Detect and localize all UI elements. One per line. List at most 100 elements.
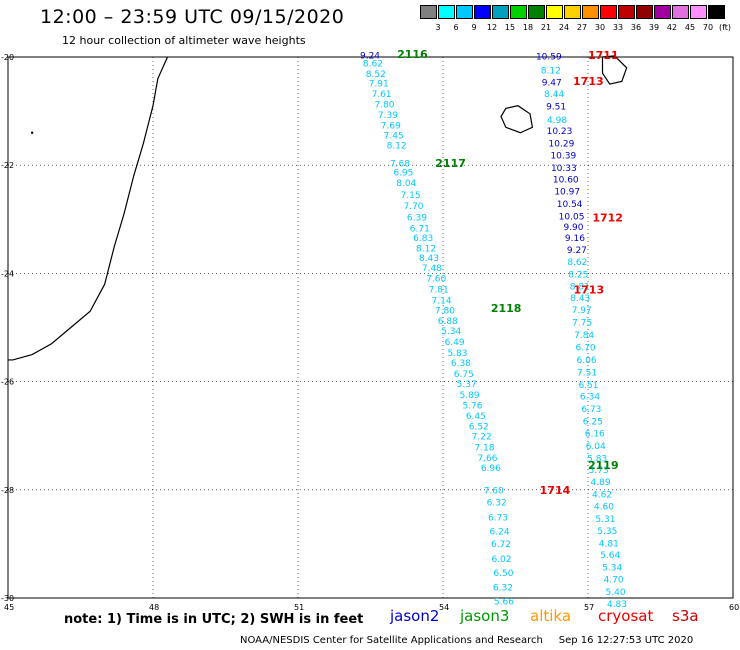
legend-label: 30 — [594, 23, 606, 32]
legend-swatch — [528, 5, 545, 19]
legend-swatch — [600, 5, 617, 19]
swh-value-cryosat: 9.47 — [542, 78, 562, 88]
swh-value-jason3: 7.66 — [477, 454, 497, 464]
swh-value-jason3: 5.83 — [447, 349, 467, 359]
swh-value-cryosat: 4.62 — [592, 491, 612, 501]
swh-value-cryosat: 9.16 — [565, 234, 585, 244]
legend-unit: (ft) — [718, 23, 732, 32]
swh-value-jason3: 7.60 — [484, 486, 504, 496]
swh-value-cryosat: 10.05 — [559, 213, 585, 223]
swh-value-cryosat: 6.16 — [585, 429, 605, 439]
swh-value-jason3: 7.48 — [422, 264, 442, 274]
swh-value-jason3: 6.52 — [469, 422, 489, 432]
swh-value-jason3: 7.91 — [369, 79, 389, 89]
swh-value-cryosat: 7.97 — [572, 306, 592, 316]
swh-value-jason3: 6.83 — [413, 234, 433, 244]
islet-dot — [30, 131, 34, 134]
swh-value-cryosat: 10.97 — [554, 188, 580, 198]
swh-value-cryosat: 4.81 — [599, 539, 619, 549]
swh-value-jason3: 6.72 — [491, 540, 511, 550]
swh-value-cryosat: 8.43 — [570, 294, 590, 304]
swh-value-jason3: 7.45 — [384, 131, 404, 141]
legend-swatch — [546, 5, 563, 19]
lon-tick-label: 57 — [584, 603, 594, 612]
swh-value-cryosat: 6.70 — [576, 343, 596, 353]
legend-label: 12 — [486, 23, 498, 32]
lon-tick-label: 54 — [439, 603, 449, 612]
swh-value-cryosat: 10.23 — [547, 127, 573, 137]
swh-value-jason3: 6.71 — [410, 224, 430, 234]
lon-tick-label: 60 — [729, 603, 739, 612]
swh-value-jason3: 6.24 — [490, 527, 510, 537]
legend-swatch — [618, 5, 635, 19]
legend-swatch — [654, 5, 671, 19]
footer-note: note: 1) Time is in UTC; 2) SWH is in fe… — [64, 612, 364, 627]
pass-number-label: 1712 — [592, 212, 623, 225]
swh-value-jason3: 6.88 — [438, 317, 458, 327]
swh-value-cryosat: 4.70 — [604, 576, 624, 586]
legend-label: 39 — [648, 23, 660, 32]
swh-value-jason3: 7.22 — [472, 433, 492, 443]
legend-swatch — [456, 5, 473, 19]
swh-value-cryosat: 8.25 — [568, 270, 588, 280]
lon-tick-label: 45 — [4, 603, 14, 612]
swh-value-jason3: 7.68 — [390, 159, 410, 169]
swh-value-jason3: 6.95 — [393, 169, 413, 179]
pass-number-label: 2116 — [397, 48, 428, 61]
swh-value-cryosat: 4.89 — [591, 478, 611, 488]
legend-swatch — [438, 5, 455, 19]
swh-value-cryosat: 10.54 — [557, 200, 583, 210]
satellite-altika: altika — [530, 607, 572, 625]
swh-value-jason3: 7.61 — [372, 90, 392, 100]
swh-value-jason3: 5.89 — [460, 391, 480, 401]
swh-value-jason3: 7.39 — [378, 111, 398, 121]
swh-value-jason3: 8.12 — [387, 142, 407, 152]
lon-tick-label: 51 — [294, 603, 304, 612]
pass-number-label: 1714 — [540, 484, 571, 497]
legend-label: 18 — [522, 23, 534, 32]
satellite-jason2: jason2 — [390, 607, 440, 625]
pass-number-label: 1713 — [574, 284, 605, 297]
swh-value-cryosat: 8.62 — [567, 258, 587, 268]
pass-number-label: 2119 — [588, 459, 619, 472]
legend-label: 36 — [630, 23, 642, 32]
pass-number-label: 1713 — [573, 75, 604, 88]
legend-label: 70 — [702, 23, 714, 32]
swh-value-cryosat: 5.34 — [602, 564, 622, 574]
swh-value-cryosat: 8.12 — [541, 66, 561, 76]
swh-value-jason3: 8.12 — [416, 244, 436, 254]
legend-swatch — [582, 5, 599, 19]
swh-value-cryosat: 5.83 — [587, 454, 607, 464]
legend-swatch — [564, 5, 581, 19]
swh-value-cryosat: 7.84 — [574, 331, 594, 341]
pass-number-label: 2117 — [435, 157, 466, 170]
swh-value-jason3: 7.14 — [432, 296, 452, 306]
legend-label: 27 — [576, 23, 588, 32]
swh-value-cryosat: 4.98 — [547, 116, 567, 126]
swh-value-cryosat: 8.44 — [544, 90, 564, 100]
legend-swatch — [492, 5, 509, 19]
swh-value-cryosat: 10.59 — [536, 52, 562, 62]
swh-value-jason3: 8.04 — [396, 179, 416, 189]
swh-value-jason3: 7.60 — [426, 275, 446, 285]
swh-value-jason3: 7.80 — [374, 101, 394, 111]
swh-value-jason3: 6.49 — [445, 338, 465, 348]
swh-value-jason3: 7.70 — [403, 202, 423, 212]
legend-swatch — [420, 5, 437, 19]
swh-value-jason3: 6.38 — [451, 359, 471, 369]
swh-value-jason3: 6.73 — [488, 513, 508, 523]
swh-value-jason3: 7.69 — [381, 122, 401, 132]
swh-value-cryosat: 7.51 — [577, 368, 597, 378]
swh-value-cryosat: 5.73 — [589, 466, 609, 476]
legend-swatch — [708, 5, 725, 19]
swh-value-jason3: 6.39 — [407, 214, 427, 224]
reunion-island-outline — [500, 105, 534, 134]
lat-tick-label: -20 — [1, 53, 14, 62]
swh-value-jason3: 6.45 — [466, 412, 486, 422]
swh-value-jason3: 8.62 — [363, 59, 383, 69]
swh-value-cryosat: 7.75 — [572, 319, 592, 329]
swh-value-cryosat: 5.35 — [597, 527, 617, 537]
legend-swatch — [690, 5, 707, 19]
lat-tick-label: -28 — [1, 486, 14, 495]
